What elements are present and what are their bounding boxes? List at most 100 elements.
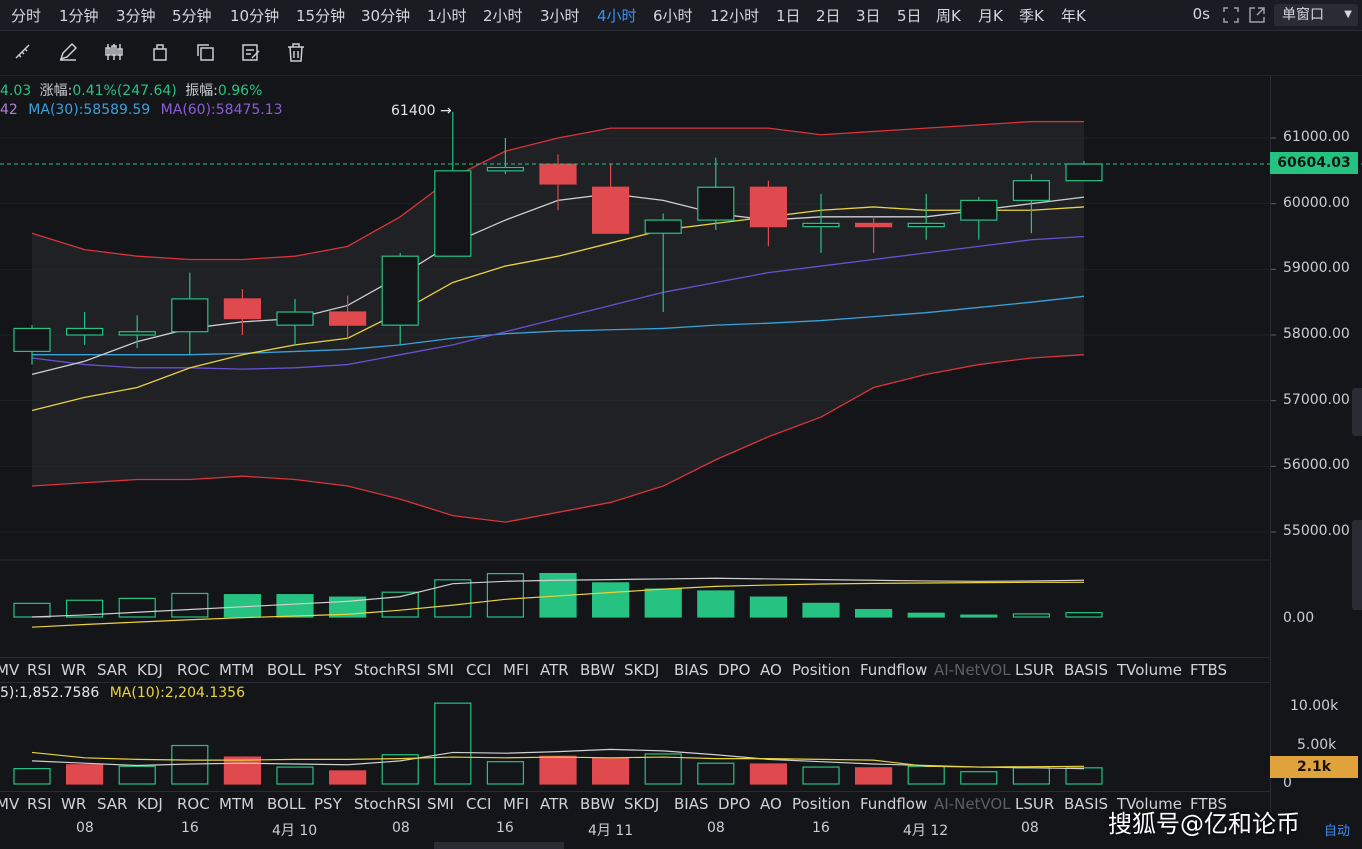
indicator-tab-wr[interactable]: WR xyxy=(61,661,87,679)
timeframe-20[interactable]: 年K xyxy=(1061,7,1086,25)
indicator-tab-skdj[interactable]: SKDJ xyxy=(624,661,660,679)
trash-icon[interactable] xyxy=(285,41,309,65)
indicator-tab-bias[interactable]: BIAS xyxy=(674,661,709,679)
indicator-tab-wr[interactable]: WR xyxy=(61,795,87,813)
indicator-tab-rsi[interactable]: RSI xyxy=(27,795,52,813)
indicator-tab-psy[interactable]: PSY xyxy=(314,795,342,813)
scroll-handle[interactable] xyxy=(434,842,564,849)
indicator-tab-tvolume[interactable]: TVolume xyxy=(1117,661,1182,679)
candlestick-icon[interactable] xyxy=(103,41,127,65)
price-tick-label: 60000.00 xyxy=(1283,194,1350,211)
volume-bar xyxy=(486,761,524,785)
indicator-tab-bbw[interactable]: BBW xyxy=(580,661,615,679)
indicator-tab-mfi[interactable]: MFI xyxy=(503,661,529,679)
indicator-tab-boll[interactable]: BOLL xyxy=(267,661,306,679)
indicator-tab-mv[interactable]: MV xyxy=(0,795,20,813)
auto-scale-button[interactable]: 自动 xyxy=(1324,824,1351,839)
copy-icon[interactable] xyxy=(194,41,218,65)
indicator-tab-atr[interactable]: ATR xyxy=(540,795,569,813)
indicator-tab-ai-netvol[interactable]: AI-NetVOL xyxy=(934,661,1011,679)
timeframe-13[interactable]: 1日 xyxy=(776,7,801,25)
side-collapse-handle[interactable] xyxy=(1352,388,1362,436)
indicator-tab-dpo[interactable]: DPO xyxy=(718,795,751,813)
timeframe-17[interactable]: 周K xyxy=(936,7,961,25)
timeframe-14[interactable]: 2日 xyxy=(816,7,841,25)
indicator-tab-basis[interactable]: BASIS xyxy=(1064,661,1109,679)
indicator-tab-ftbs[interactable]: FTBS xyxy=(1190,795,1228,813)
indicator-tab-ai-netvol[interactable]: AI-NetVOL xyxy=(934,795,1011,813)
timeframe-10[interactable]: 4小时 xyxy=(597,7,637,25)
timeframe-8[interactable]: 2小时 xyxy=(483,7,523,25)
lock-icon[interactable] xyxy=(149,41,173,65)
timeframe-12[interactable]: 12小时 xyxy=(710,7,760,25)
timeframe-9[interactable]: 3小时 xyxy=(540,7,580,25)
indicator-tab-stochrsi[interactable]: StochRSI xyxy=(354,795,421,813)
timeframe-6[interactable]: 30分钟 xyxy=(361,7,411,25)
indicator-tab-lsur[interactable]: LSUR xyxy=(1015,795,1055,813)
indicator-tab-boll[interactable]: BOLL xyxy=(267,795,306,813)
indicator-tab-sar[interactable]: SAR xyxy=(97,661,128,679)
timeframe-19[interactable]: 季K xyxy=(1019,7,1044,25)
indicator-tab-roc[interactable]: ROC xyxy=(177,661,210,679)
edit-icon[interactable] xyxy=(240,41,264,65)
indicator-tab-mfi[interactable]: MFI xyxy=(503,795,529,813)
timeframe-15[interactable]: 3日 xyxy=(856,7,881,25)
timeframe-5[interactable]: 15分钟 xyxy=(296,7,346,25)
indicator-tab-tvolume[interactable]: TVolume xyxy=(1117,795,1182,813)
indicator-tab-cci[interactable]: CCI xyxy=(466,795,492,813)
pen-icon[interactable] xyxy=(57,41,81,65)
timeframe-1[interactable]: 1分钟 xyxy=(59,7,99,25)
indicator-tab-mv[interactable]: MV xyxy=(0,661,20,679)
timeframe-4[interactable]: 10分钟 xyxy=(230,7,280,25)
timeframe-18[interactable]: 月K xyxy=(978,7,1003,25)
price-chart[interactable] xyxy=(0,76,1270,812)
indicator-tab-cci[interactable]: CCI xyxy=(466,661,492,679)
timeframe-16[interactable]: 5日 xyxy=(897,7,922,25)
macd-bar xyxy=(1065,612,1103,618)
indicator-tab-psy[interactable]: PSY xyxy=(314,661,342,679)
indicator-tab-bias[interactable]: BIAS xyxy=(674,795,709,813)
indicator-tab-stochrsi[interactable]: StochRSI xyxy=(354,661,421,679)
macd-bar xyxy=(276,594,314,618)
timeframe-7[interactable]: 1小时 xyxy=(427,7,467,25)
macd-bar xyxy=(697,590,735,618)
indicator-tab-position[interactable]: Position xyxy=(792,795,851,813)
indicator-tab-smi[interactable]: SMI xyxy=(427,795,454,813)
x-tick-label: 08 xyxy=(76,820,94,836)
side-collapse-handle[interactable] xyxy=(1352,520,1362,610)
indicator-tab-bbw[interactable]: BBW xyxy=(580,795,615,813)
popout-icon[interactable] xyxy=(1248,6,1266,28)
window-mode-select[interactable]: 单窗口 ▼ xyxy=(1274,4,1358,26)
indicator-tab-kdj[interactable]: KDJ xyxy=(137,661,163,679)
indicator-tab-roc[interactable]: ROC xyxy=(177,795,210,813)
indicator-tab-rsi[interactable]: RSI xyxy=(27,661,52,679)
indicator-tab-basis[interactable]: BASIS xyxy=(1064,795,1109,813)
indicator-tab-atr[interactable]: ATR xyxy=(540,661,569,679)
indicator-tab-kdj[interactable]: KDJ xyxy=(137,795,163,813)
refresh-interval[interactable]: 0s xyxy=(1192,5,1210,23)
candle-body xyxy=(434,170,472,257)
indicator-tab-sar[interactable]: SAR xyxy=(97,795,128,813)
indicator-tab-fundflow[interactable]: Fundflow xyxy=(860,795,928,813)
indicator-tab-dpo[interactable]: DPO xyxy=(718,661,751,679)
indicator-tab-smi[interactable]: SMI xyxy=(427,661,454,679)
indicator-tab-mtm[interactable]: MTM xyxy=(219,795,255,813)
indicator-tab-position[interactable]: Position xyxy=(792,661,851,679)
indicator-tab-ftbs[interactable]: FTBS xyxy=(1190,661,1228,679)
ruler-icon[interactable] xyxy=(12,41,36,65)
timeframe-3[interactable]: 5分钟 xyxy=(172,7,212,25)
indicator-tab-mtm[interactable]: MTM xyxy=(219,661,255,679)
indicator-tab-ao[interactable]: AO xyxy=(760,661,782,679)
indicator-tab-skdj[interactable]: SKDJ xyxy=(624,795,660,813)
fullscreen-icon[interactable] xyxy=(1222,6,1240,28)
timeframe-11[interactable]: 6小时 xyxy=(653,7,693,25)
candle-body xyxy=(854,222,893,228)
indicator-tab-ao[interactable]: AO xyxy=(760,795,782,813)
macd-bar xyxy=(591,582,630,618)
timeframe-0[interactable]: 分时 xyxy=(11,7,42,25)
indicator-tab-fundflow[interactable]: Fundflow xyxy=(860,661,928,679)
timeframe-2[interactable]: 3分钟 xyxy=(116,7,156,25)
candle-body xyxy=(223,298,261,320)
candle-body xyxy=(539,163,577,185)
indicator-tab-lsur[interactable]: LSUR xyxy=(1015,661,1055,679)
